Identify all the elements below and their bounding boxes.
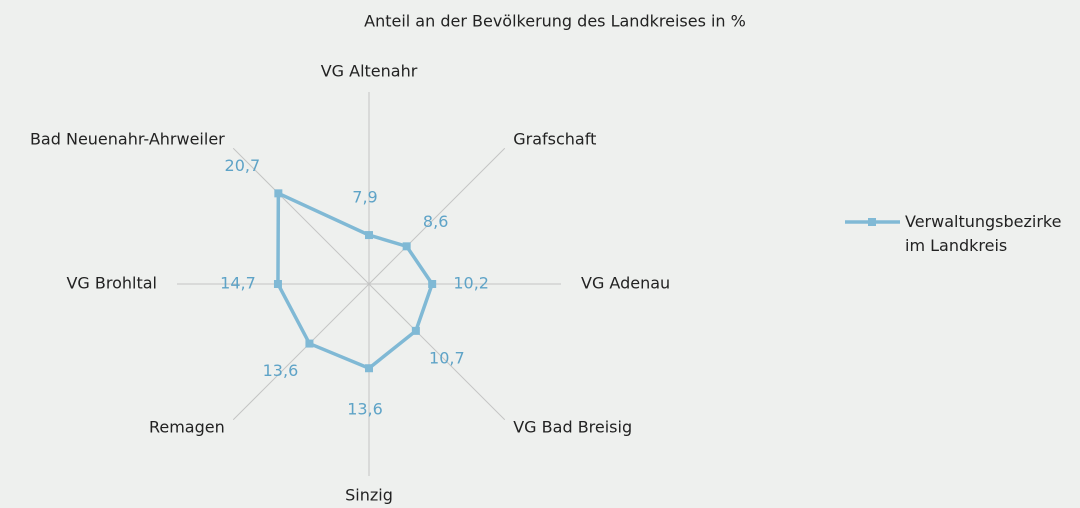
category-label: VG Adenau bbox=[581, 274, 670, 293]
marker bbox=[273, 280, 282, 288]
marker bbox=[274, 189, 283, 198]
axis-line bbox=[232, 283, 370, 421]
axis-line bbox=[368, 147, 506, 285]
chart-title: Anteil an der Bevölkerung des Landkreise… bbox=[364, 12, 746, 31]
category-label: Sinzig bbox=[345, 486, 393, 505]
marker bbox=[365, 231, 373, 240]
category-label: Remagen bbox=[149, 418, 225, 437]
legend-label: Verwaltungsbezirke im Landkreis bbox=[905, 212, 1062, 255]
value-label: 20,7 bbox=[225, 156, 261, 175]
marker bbox=[428, 280, 437, 288]
series-line bbox=[276, 190, 435, 371]
marker bbox=[402, 242, 411, 251]
value-label: 10,7 bbox=[429, 348, 465, 367]
value-label: 14,7 bbox=[220, 274, 256, 293]
value-label: 13,6 bbox=[347, 400, 383, 419]
axis-line bbox=[232, 147, 370, 285]
value-label: 7,9 bbox=[352, 188, 377, 207]
category-label: VG Brohltal bbox=[66, 274, 157, 293]
category-label: Bad Neuenahr-Ahrweiler bbox=[30, 129, 225, 148]
category-label: Grafschaft bbox=[513, 129, 596, 148]
category-label: VG Altenahr bbox=[321, 62, 418, 81]
axis-line bbox=[368, 283, 506, 421]
value-label: 13,6 bbox=[263, 361, 299, 380]
legend-marker bbox=[868, 218, 876, 226]
marker bbox=[305, 339, 314, 348]
marker bbox=[365, 364, 373, 373]
value-label: 8,6 bbox=[423, 212, 448, 231]
category-label: VG Bad Breisig bbox=[513, 418, 632, 437]
value-label: 10,2 bbox=[453, 274, 489, 293]
marker bbox=[411, 326, 420, 335]
